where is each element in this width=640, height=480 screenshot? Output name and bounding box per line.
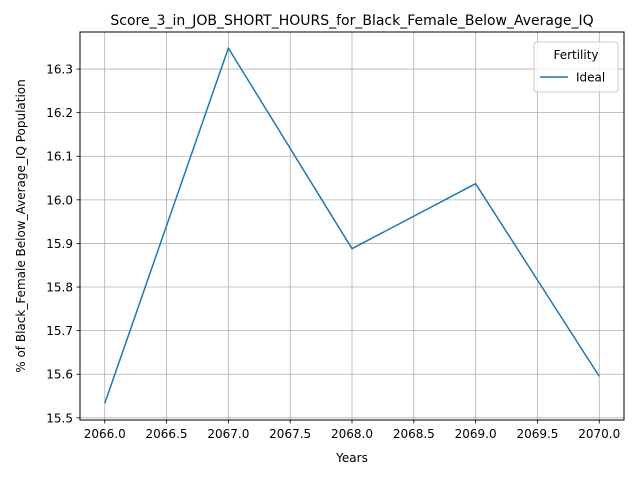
chart-title: Score_3_in_JOB_SHORT_HOURS_for_Black_Fem… bbox=[110, 13, 593, 29]
series-layer bbox=[104, 47, 600, 404]
x-axis: 2066.0 2066.5 2067.0 2067.5 2068.0 2068.5 2069… bbox=[84, 420, 620, 441]
series-line-ideal bbox=[104, 47, 600, 404]
x-tick-label: 2069.0 bbox=[455, 427, 497, 441]
legend-label: Ideal bbox=[576, 71, 605, 85]
legend-box bbox=[533, 41, 619, 93]
x-tick-label: 2066.0 bbox=[84, 427, 126, 441]
x-tick-label: 2069.5 bbox=[516, 427, 558, 441]
y-tick-label: 15.9 bbox=[46, 237, 73, 251]
x-tick-label: 2067.0 bbox=[207, 427, 249, 441]
legend: Fertility Ideal bbox=[533, 41, 619, 93]
x-tick-label: 2067.5 bbox=[269, 427, 311, 441]
y-tick-label: 16.3 bbox=[46, 63, 73, 77]
legend-items: Ideal bbox=[540, 71, 605, 85]
legend-title: Fertility bbox=[553, 48, 598, 62]
y-tick-label: 15.8 bbox=[46, 281, 73, 295]
y-tick-label: 16.0 bbox=[46, 193, 73, 207]
x-tick-label: 2070.0 bbox=[578, 427, 620, 441]
x-tick-label: 2066.5 bbox=[146, 427, 188, 441]
y-tick-label: 15.6 bbox=[46, 368, 73, 382]
x-tick-label: 2068.0 bbox=[331, 427, 373, 441]
x-axis-label: Years bbox=[335, 451, 368, 465]
y-axis: 15.5 15.6 15.7 15.8 15.9 16.0 16.1 16.2 16.3 bbox=[46, 63, 80, 425]
x-tick-label: 2068.5 bbox=[393, 427, 435, 441]
y-axis-label: % of Black_Female Below_Average_IQ Popul… bbox=[14, 79, 28, 373]
y-tick-label: 15.7 bbox=[46, 324, 73, 338]
y-tick-label: 16.1 bbox=[46, 150, 73, 164]
y-tick-label: 15.5 bbox=[46, 411, 73, 425]
grid bbox=[80, 32, 624, 420]
y-tick-label: 16.2 bbox=[46, 106, 73, 120]
